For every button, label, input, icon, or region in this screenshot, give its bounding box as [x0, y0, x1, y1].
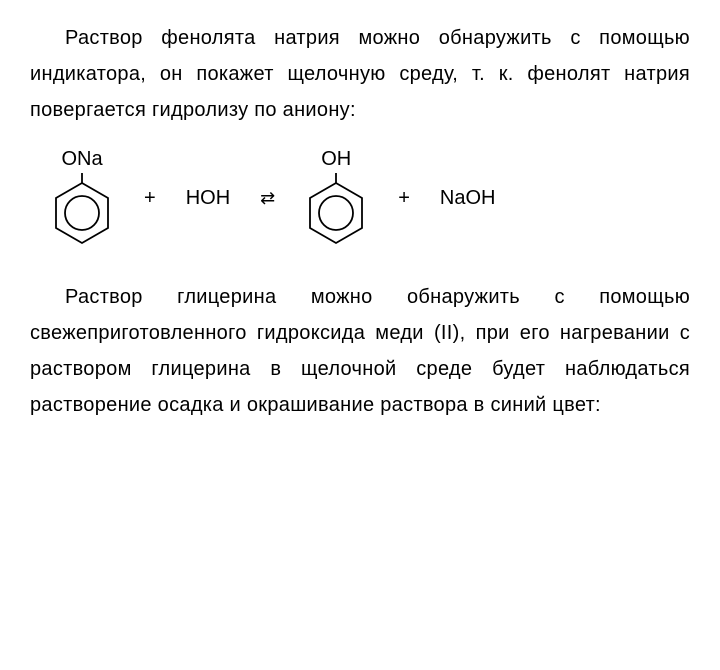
- benzene-ring-icon: [50, 173, 114, 249]
- naoh-formula: NaOH: [440, 187, 496, 210]
- equilibrium-arrow-icon: ⇄: [260, 188, 274, 209]
- plus-sign-1: +: [144, 187, 156, 210]
- paragraph-glycerin: Раствор глицерина можно обнаружить с пом…: [30, 279, 690, 423]
- phenol-structure: OH: [304, 148, 368, 249]
- chemical-equation: ONa + HOH ⇄ OH + NaOH: [50, 148, 690, 249]
- plus-sign-2: +: [398, 187, 410, 210]
- ona-label: ONa: [61, 148, 102, 171]
- oh-label: OH: [321, 148, 351, 171]
- sodium-phenolate-structure: ONa: [50, 148, 114, 249]
- benzene-ring-icon: [304, 173, 368, 249]
- water-formula: HOH: [186, 187, 230, 210]
- paragraph-phenolate: Раствор фенолята натрия можно обнаружить…: [30, 20, 690, 128]
